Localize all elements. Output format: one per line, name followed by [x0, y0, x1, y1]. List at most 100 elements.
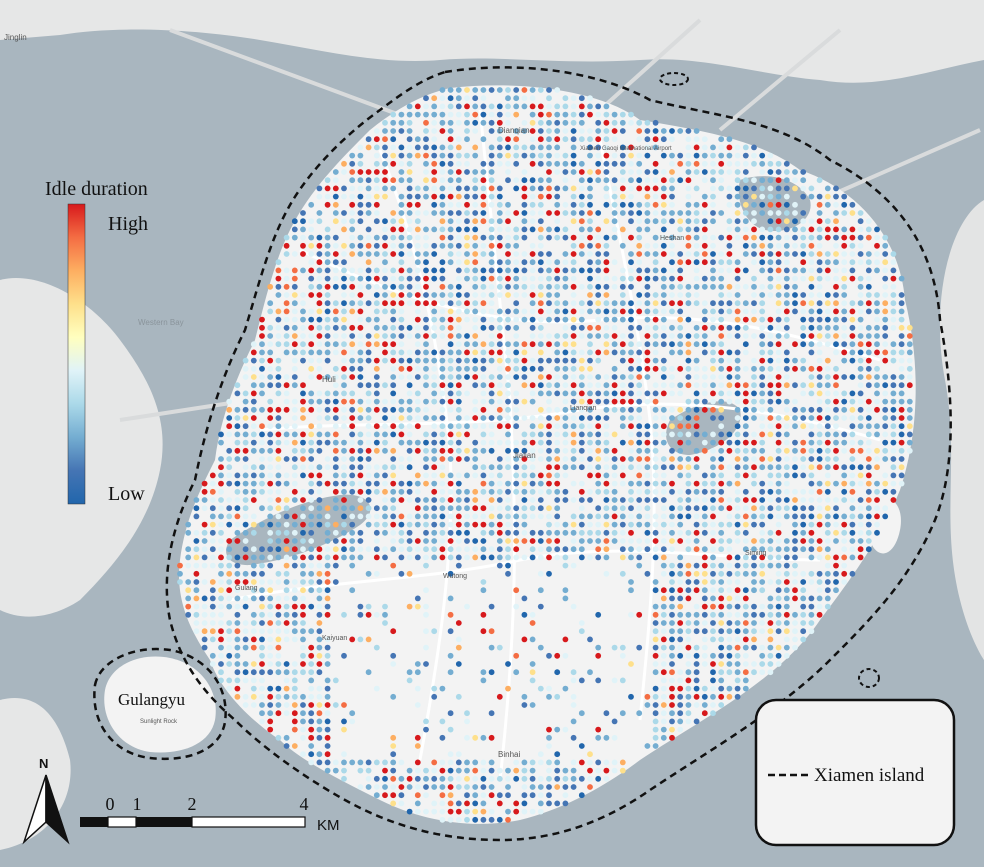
- idle-dot: [718, 169, 725, 175]
- idle-dot: [693, 218, 700, 225]
- idle-dot: [841, 579, 848, 585]
- idle-dot: [398, 488, 405, 495]
- idle-dot: [291, 488, 298, 495]
- idle-dot: [218, 595, 224, 602]
- idle-dot: [324, 587, 331, 594]
- idle-dot: [488, 119, 495, 126]
- idle-dot: [882, 398, 889, 405]
- idle-dot: [513, 267, 520, 274]
- idle-dot: [324, 316, 331, 323]
- idle-dot: [259, 505, 265, 512]
- idle-dot: [423, 111, 429, 118]
- idle-dot: [300, 587, 306, 594]
- idle-dot: [660, 488, 667, 495]
- idle-dot: [718, 390, 725, 397]
- idle-dot: [341, 185, 347, 192]
- idle-dot: [734, 513, 741, 520]
- idle-dot: [693, 251, 700, 257]
- idle-dot: [603, 333, 610, 339]
- idle-dot: [578, 538, 585, 544]
- idle-dot: [841, 570, 848, 577]
- idle-dot: [332, 300, 339, 307]
- idle-dot: [710, 259, 716, 266]
- idle-dot: [759, 177, 766, 184]
- idle-dot: [833, 267, 839, 274]
- idle-dot: [578, 546, 585, 553]
- idle-dot: [332, 554, 339, 561]
- idle-dot: [349, 324, 356, 331]
- idle-dot: [874, 292, 880, 298]
- idle-dot: [218, 587, 224, 594]
- idle-dot: [685, 497, 692, 503]
- idle-dot: [669, 488, 675, 495]
- idle-dot: [324, 726, 331, 733]
- idle-dot: [693, 300, 700, 307]
- idle-dot: [816, 242, 823, 249]
- idle-dot: [824, 365, 831, 372]
- idle-dot: [841, 521, 848, 528]
- idle-dot: [808, 439, 815, 446]
- idle-dot: [414, 357, 421, 364]
- idle-dot: [406, 439, 413, 446]
- idle-dot: [751, 242, 757, 249]
- idle-dot: [201, 562, 208, 569]
- idle-dot: [849, 570, 856, 577]
- idle-dot: [332, 579, 339, 585]
- idle-dot: [578, 267, 585, 274]
- idle-dot: [824, 521, 831, 528]
- idle-dot: [874, 316, 880, 323]
- idle-dot: [529, 95, 536, 102]
- idle-dot: [751, 283, 757, 290]
- idle-dot: [767, 488, 774, 495]
- idle-dot: [816, 349, 823, 356]
- idle-dot: [595, 357, 602, 364]
- idle-dot: [849, 546, 856, 553]
- idle-dot: [431, 767, 438, 774]
- idle-dot: [439, 128, 446, 134]
- idle-dot: [250, 628, 257, 635]
- idle-dot: [291, 579, 298, 585]
- idle-dot: [849, 538, 856, 544]
- idle-dot: [554, 275, 561, 282]
- idle-dot: [652, 242, 659, 249]
- idle-dot: [472, 521, 479, 528]
- idle-dot: [234, 677, 241, 684]
- idle-dot: [570, 103, 577, 110]
- idle-dot: [357, 275, 364, 282]
- idle-dot: [316, 603, 323, 610]
- idle-dot: [849, 497, 856, 503]
- idle-dot: [390, 497, 397, 503]
- idle-dot: [587, 177, 593, 184]
- idle-dot: [267, 595, 274, 602]
- idle-dot: [447, 382, 454, 389]
- idle-dot: [316, 210, 323, 216]
- idle-dot: [857, 390, 864, 397]
- idle-dot: [562, 128, 569, 134]
- idle-dot: [300, 341, 306, 348]
- idle-dot: [439, 546, 446, 553]
- idle-dot: [480, 447, 487, 454]
- idle-dot: [242, 390, 249, 397]
- idle-dot: [710, 374, 716, 380]
- idle-dot: [455, 283, 462, 290]
- idle-dot: [423, 333, 429, 339]
- idle-dot: [546, 480, 552, 487]
- idle-dot: [726, 505, 733, 512]
- idle-dot: [701, 324, 708, 331]
- idle-dot: [578, 488, 585, 495]
- idle-dot: [300, 611, 306, 618]
- idle-dot: [431, 685, 438, 692]
- idle-dot: [496, 546, 503, 553]
- idle-dot: [595, 546, 602, 553]
- idle-dot: [603, 415, 610, 421]
- idle-dot: [275, 365, 282, 372]
- idle-dot: [652, 292, 659, 298]
- idle-dot: [644, 472, 651, 479]
- idle-dot: [423, 292, 429, 298]
- idle-dot: [488, 603, 495, 610]
- idle-dot: [505, 546, 511, 553]
- idle-dot: [209, 661, 216, 667]
- idle-dot: [472, 341, 479, 348]
- idle-dot: [751, 251, 757, 257]
- idle-dot: [783, 218, 790, 225]
